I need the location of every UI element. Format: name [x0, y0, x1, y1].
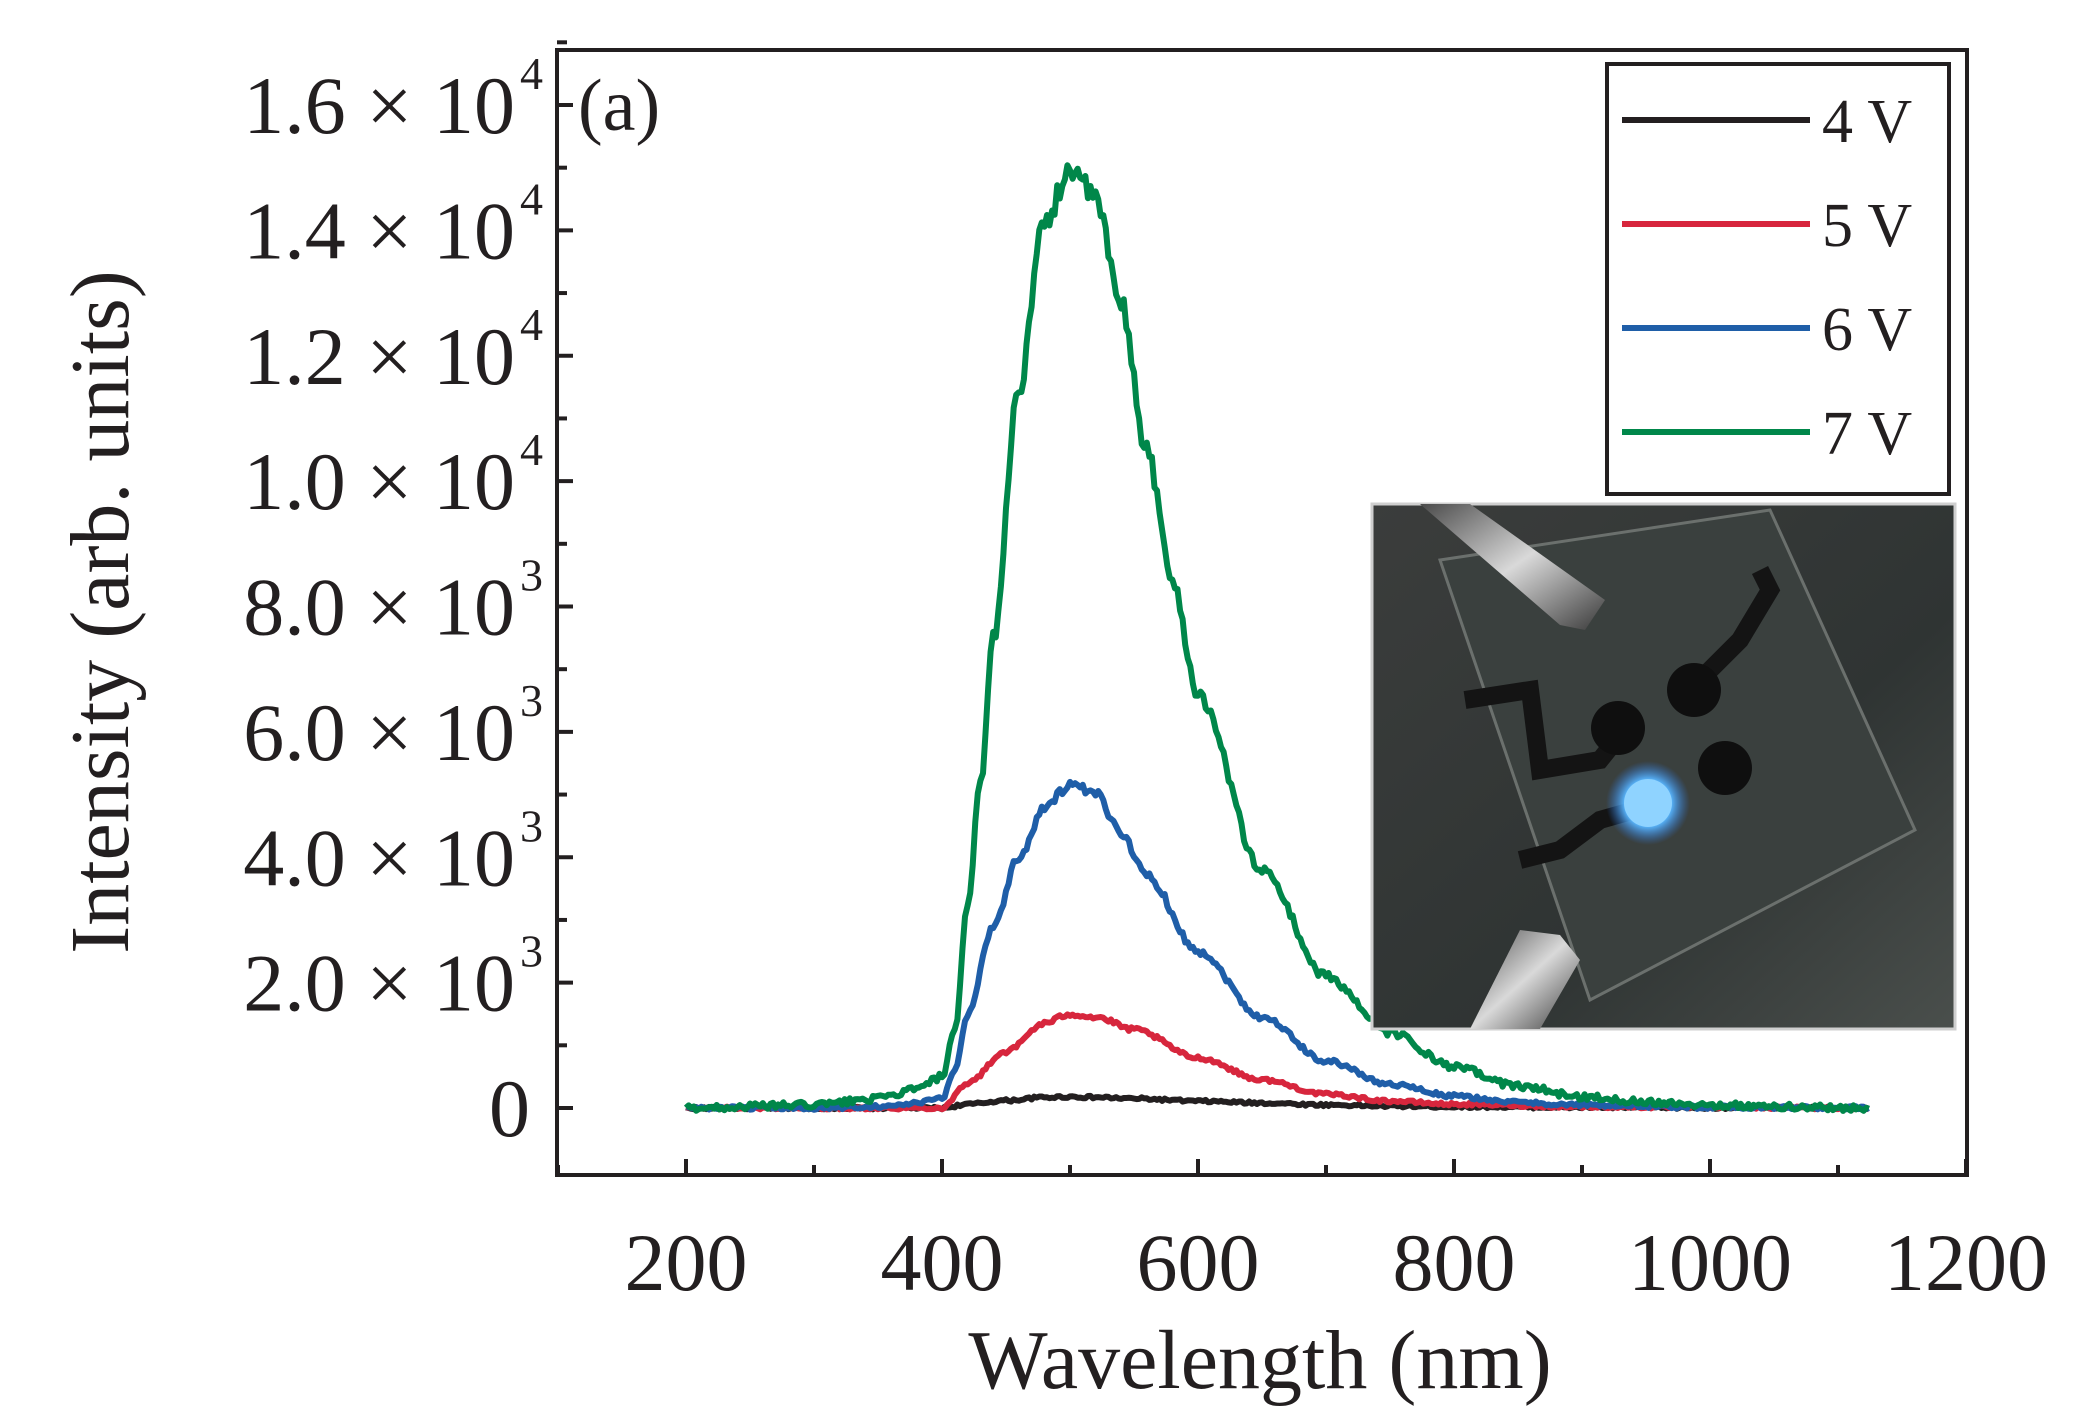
- y-tick-exponent: 3: [520, 550, 543, 601]
- y-tick-label: 8.0 × 10: [243, 562, 515, 653]
- x-tick-label: 200: [625, 1217, 748, 1308]
- device-pad: [1591, 701, 1645, 755]
- y-tick-label: 2.0 × 10: [243, 938, 515, 1029]
- y-tick-exponent: 3: [520, 926, 543, 977]
- x-tick-label: 1200: [1884, 1217, 2048, 1308]
- series-line-7v: [683, 162, 1870, 1114]
- y-tick-label: 6.0 × 10: [243, 687, 515, 778]
- y-tick-label: 1.6 × 10: [243, 60, 515, 151]
- y-axis-title: Intensity (arb. units): [54, 270, 147, 954]
- y-tick-exponent: 3: [520, 800, 543, 851]
- x-axis-title: Wavelength (nm): [968, 1314, 1551, 1407]
- legend-frame: [1605, 62, 1951, 496]
- legend-label: 7 V: [1822, 400, 1912, 468]
- x-tick-label: 1000: [1628, 1217, 1792, 1308]
- panel-label: (a): [578, 65, 660, 147]
- legend: 4 V 5 V 6 V 7 V: [1605, 62, 1951, 496]
- legend-label: 6 V: [1822, 296, 1912, 364]
- inset-photo-border: [1370, 502, 1957, 1031]
- y-tick-label: 1.0 × 10: [243, 436, 515, 527]
- x-tick-label: 800: [1393, 1217, 1516, 1308]
- electrode-trace: [1683, 565, 1781, 697]
- y-tick-exponent: 4: [520, 173, 543, 224]
- y-axis-ticks: 02.0 × 10 34.0 × 10 36.0 × 10 38.0 × 10 31.0…: [243, 40, 573, 1154]
- device-pad: [1667, 663, 1721, 717]
- y-tick-exponent: 4: [520, 48, 543, 99]
- legend-label: 5 V: [1822, 192, 1912, 260]
- x-tick-label: 400: [881, 1217, 1004, 1308]
- y-tick-label: 0: [489, 1063, 530, 1154]
- probe-tip: [1470, 930, 1580, 1029]
- series-lines: [683, 162, 1870, 1114]
- y-tick-exponent: 3: [520, 675, 543, 726]
- x-tick-label: 600: [1137, 1217, 1260, 1308]
- plot-area-frame: [555, 48, 1969, 1177]
- x-axis-ticks: 200 400 600 800 1000 1200: [556, 1159, 2048, 1308]
- legend-label: 4 V: [1822, 88, 1912, 156]
- y-tick-label: 4.0 × 10: [243, 812, 515, 903]
- emitting-pixel: [1624, 779, 1672, 827]
- y-tick-label: 1.2 × 10: [243, 311, 515, 402]
- y-tick-label: 1.4 × 10: [243, 185, 515, 276]
- y-tick-exponent: 4: [520, 424, 543, 475]
- series-line-6v: [685, 778, 1870, 1113]
- device-photo-inset: [1370, 502, 1957, 1031]
- y-tick-exponent: 4: [520, 299, 543, 350]
- probe-tip: [1420, 504, 1605, 630]
- device-pad: [1698, 741, 1752, 795]
